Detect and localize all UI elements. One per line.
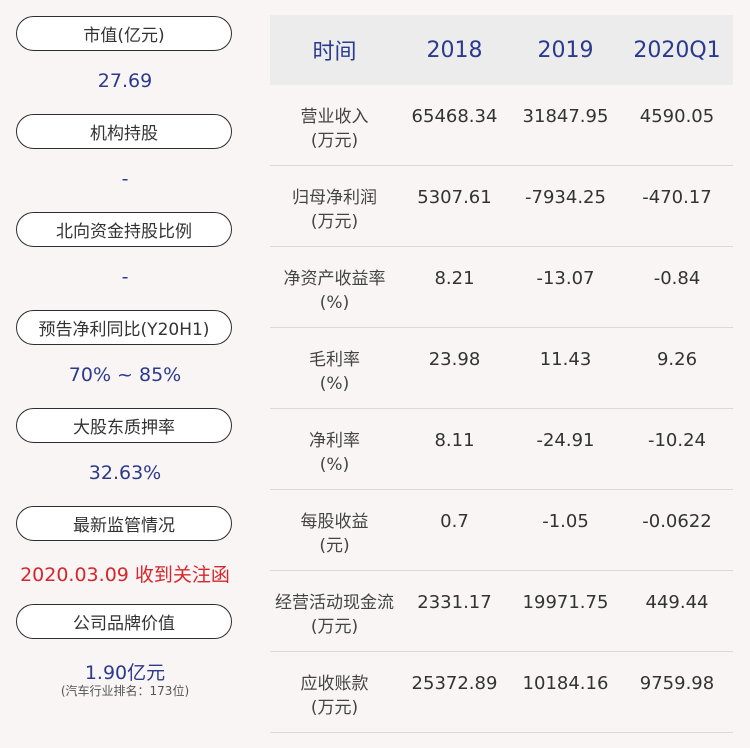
regulatory-status-value: 2020.03.09 收到关注函 <box>20 564 230 586</box>
row-label: 净利率 (%) <box>309 431 360 475</box>
cell: 9759.98 <box>639 673 715 694</box>
cell: 5307.61 <box>417 187 492 208</box>
cell: 8.11 <box>434 430 475 451</box>
pledge-ratio-label: 大股东质押率 <box>16 408 232 443</box>
institutional-holding-value: - <box>121 168 129 190</box>
northbound-holding-value: - <box>121 266 129 288</box>
financial-table: 时间 2018 2019 2020Q1 营业收入 (万元) 65468.34 31… <box>270 15 733 733</box>
table-row: 净资产收益率 (%) 8.21 -13.07 -0.84 <box>270 247 733 328</box>
profit-forecast-label: 预告净利同比(Y20H1) <box>16 310 232 345</box>
table-row: 营业收入 (万元) 65468.34 31847.95 4590.05 <box>270 85 733 166</box>
cell: -13.07 <box>536 268 595 289</box>
header-2019: 2019 <box>537 37 594 63</box>
table-row: 经营活动现金流 (万元) 2331.17 19971.75 449.44 <box>270 571 733 652</box>
row-label: 经营活动现金流 (万元) <box>275 593 394 637</box>
market-cap-label: 市值(亿元) <box>16 16 232 51</box>
northbound-holding-label: 北向资金持股比例 <box>16 212 232 247</box>
left-panel: 市值(亿元) 27.69 机构持股 - 北向资金持股比例 - 预告净利同比(Y2… <box>0 0 250 748</box>
market-cap-value: 27.69 <box>97 70 153 92</box>
row-label: 应收账款 (万元) <box>300 674 369 718</box>
cell: 2331.17 <box>417 592 492 613</box>
cell: -0.0622 <box>642 511 712 532</box>
cell: -0.84 <box>653 268 701 289</box>
cell: -10.24 <box>647 430 707 451</box>
table-row: 应收账款 (万元) 25372.89 10184.16 9759.98 <box>270 652 733 733</box>
table-row: 净利率 (%) 8.11 -24.91 -10.24 <box>270 409 733 490</box>
cell: 8.21 <box>434 268 475 289</box>
cell: -24.91 <box>536 430 595 451</box>
row-label: 毛利率 (%) <box>309 350 360 394</box>
cell: 10184.16 <box>522 673 609 694</box>
brand-value-label: 公司品牌价值 <box>16 604 232 639</box>
cell: 449.44 <box>645 592 709 613</box>
institutional-holding-label: 机构持股 <box>16 114 232 149</box>
table-header: 时间 2018 2019 2020Q1 <box>270 15 733 85</box>
regulatory-status-label: 最新监管情况 <box>16 506 232 541</box>
header-time: 时间 <box>312 40 357 65</box>
row-label: 营业收入 (万元) <box>300 107 369 151</box>
cell: -1.05 <box>542 511 589 532</box>
cell: 65468.34 <box>411 106 498 127</box>
row-label: 每股收益 (元) <box>300 512 369 556</box>
table-row: 归母净利润 (万元) 5307.61 -7934.25 -470.17 <box>270 166 733 247</box>
brand-rank-note: (汽车行业排名：173位) <box>60 684 190 698</box>
cell: 9.26 <box>656 349 698 370</box>
profit-forecast-value: 70% ~ 85% <box>68 364 182 386</box>
row-label: 净资产收益率 (%) <box>283 269 386 313</box>
cell: 19971.75 <box>522 592 609 613</box>
header-2020q1: 2020Q1 <box>633 37 721 63</box>
cell: -7934.25 <box>525 187 606 208</box>
cell: 25372.89 <box>411 673 498 694</box>
cell: 4590.05 <box>639 106 715 127</box>
pledge-ratio-value: 32.63% <box>88 462 162 484</box>
cell: 0.7 <box>440 511 469 532</box>
cell: 11.43 <box>539 349 592 370</box>
cell: 23.98 <box>428 349 481 370</box>
brand-value-value: 1.90亿元 <box>84 662 166 684</box>
cell: 31847.95 <box>522 106 609 127</box>
table-row: 每股收益 (元) 0.7 -1.05 -0.0622 <box>270 490 733 571</box>
row-label: 归母净利润 (万元) <box>292 188 377 232</box>
cell: -470.17 <box>642 187 712 208</box>
table-row: 毛利率 (%) 23.98 11.43 9.26 <box>270 328 733 409</box>
header-2018: 2018 <box>426 37 483 63</box>
